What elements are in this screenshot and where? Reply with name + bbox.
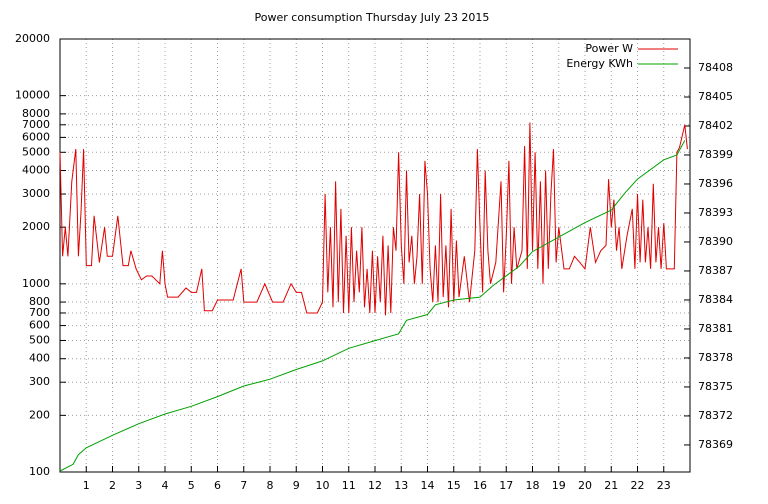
y-tick-label: 200 [29,408,50,421]
legend-label: Power W [585,42,633,55]
y-tick-label: 3000 [22,187,50,200]
y2-tick-label: 78381 [698,322,733,335]
x-tick-label: 21 [604,479,618,492]
x-tick-label: 22 [631,479,645,492]
legend-label: Energy KWh [566,57,633,70]
x-tick-label: 10 [316,479,330,492]
y-tick-label: 700 [29,306,50,319]
y2-tick-label: 78378 [698,351,733,364]
x-tick-label: 19 [552,479,566,492]
x-tick-label: 11 [342,479,356,492]
y-tick-label: 4000 [22,164,50,177]
x-tick-label: 20 [578,479,592,492]
y-tick-label: 800 [29,295,50,308]
y-tick-label: 500 [29,333,50,346]
y-tick-label: 5000 [22,145,50,158]
x-tick-label: 17 [499,479,513,492]
x-tick-label: 13 [394,479,408,492]
y-tick-label: 6000 [22,130,50,143]
x-tick-label: 9 [293,479,300,492]
x-tick-label: 5 [188,479,195,492]
x-tick-label: 18 [526,479,540,492]
y-tick-label: 7000 [22,118,50,131]
y2-tick-label: 78393 [698,206,733,219]
x-tick-label: 4 [162,479,169,492]
plot-frame [59,38,691,473]
y-tick-label: 10000 [15,89,50,102]
x-tick-label: 23 [657,479,671,492]
y-tick-label: 1000 [22,277,50,290]
y-tick-label: 400 [29,352,50,365]
chart-title: Power consumption Thursday July 23 2015 [255,11,490,24]
y2-tick-label: 78387 [698,264,733,277]
x-tick-label: 1 [83,479,90,492]
y-tick-label: 600 [29,319,50,332]
y2-tick-label: 78390 [698,235,733,248]
y-tick-label: 20000 [15,32,50,45]
x-tick-label: 8 [267,479,274,492]
x-tick-label: 2 [109,479,116,492]
y2-tick-label: 78384 [698,293,733,306]
y2-tick-label: 78375 [698,380,733,393]
data-line [59,140,686,472]
x-tick-label: 16 [473,479,487,492]
y-tick-label: 8000 [22,107,50,120]
y2-tick-label: 78369 [698,438,733,451]
x-tick-label: 3 [135,479,142,492]
y2-tick-label: 78396 [698,177,733,190]
y2-tick-label: 78402 [698,119,733,132]
y2-tick-label: 78399 [698,148,733,161]
y-tick-label: 2000 [22,220,50,233]
y-tick-label: 100 [29,465,50,478]
x-tick-label: 12 [368,479,382,492]
data-line [59,122,688,316]
y2-tick-label: 78372 [698,409,733,422]
x-tick-label: 14 [421,479,435,492]
x-tick-label: 6 [214,479,221,492]
y-tick-label: 300 [29,375,50,388]
x-tick-label: 7 [240,479,247,492]
y2-tick-label: 78408 [698,61,733,74]
x-tick-label: 15 [447,479,461,492]
y2-tick-label: 78405 [698,90,733,103]
